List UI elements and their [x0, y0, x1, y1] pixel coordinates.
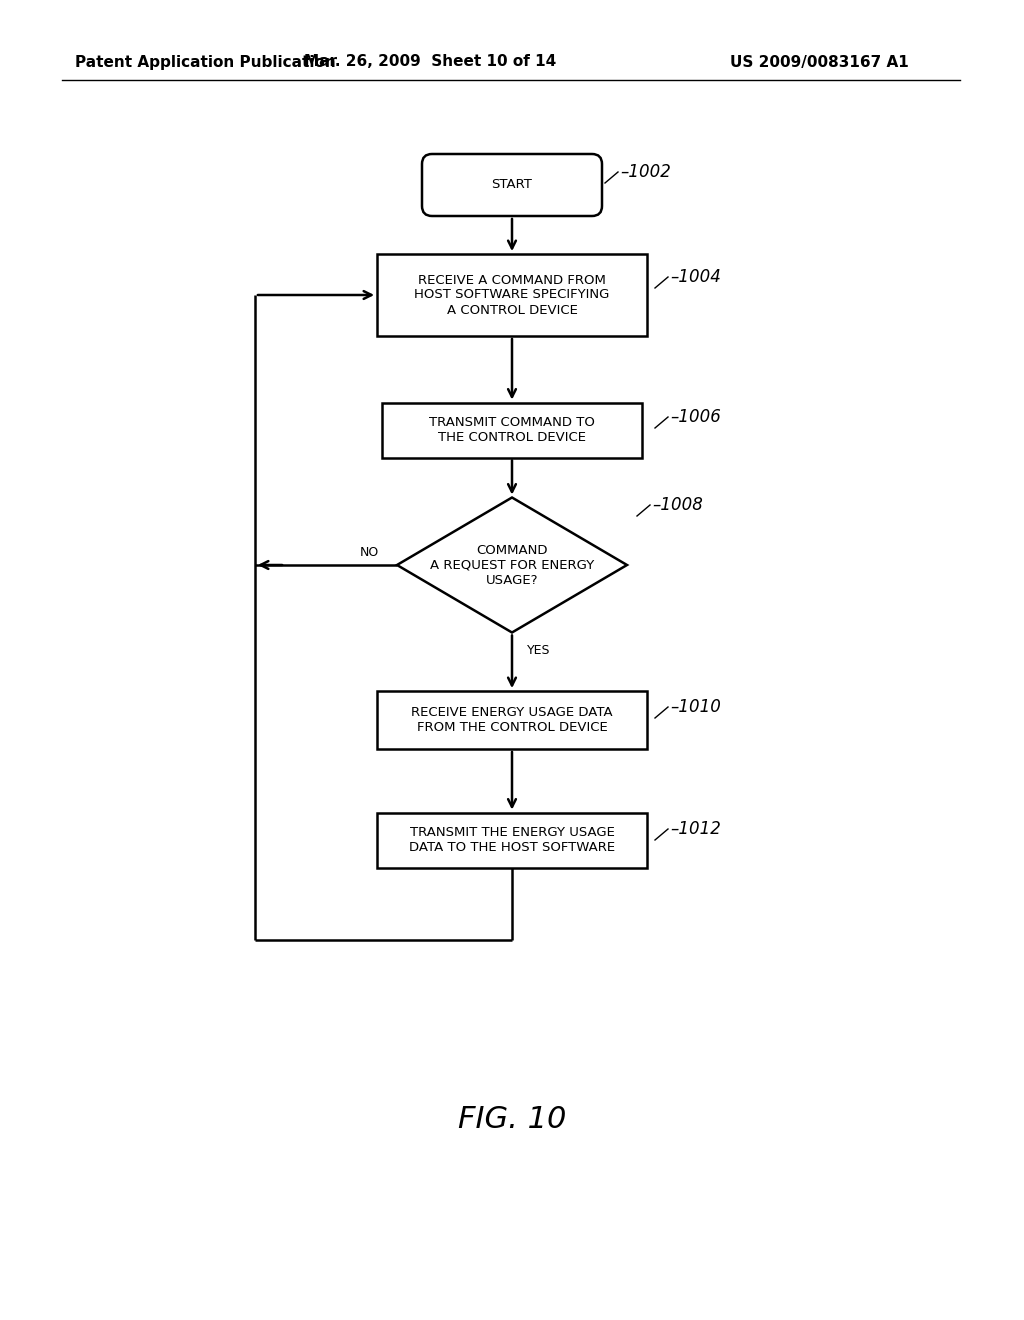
Bar: [382, 403, 642, 458]
Text: US 2009/0083167 A1: US 2009/0083167 A1: [730, 54, 908, 70]
Text: RECEIVE A COMMAND FROM
HOST SOFTWARE SPECIFYING
A CONTROL DEVICE: RECEIVE A COMMAND FROM HOST SOFTWARE SPE…: [415, 273, 609, 317]
Text: –1012: –1012: [670, 820, 721, 838]
Text: –1006: –1006: [670, 408, 721, 426]
Text: NO: NO: [359, 546, 379, 560]
Text: YES: YES: [527, 644, 551, 657]
Polygon shape: [397, 498, 627, 632]
FancyBboxPatch shape: [422, 154, 602, 216]
Text: –1002: –1002: [620, 162, 671, 181]
Text: START: START: [492, 178, 532, 191]
Text: Patent Application Publication: Patent Application Publication: [75, 54, 336, 70]
Text: FIG. 10: FIG. 10: [458, 1106, 566, 1134]
Text: COMMAND
A REQUEST FOR ENERGY
USAGE?: COMMAND A REQUEST FOR ENERGY USAGE?: [430, 544, 594, 586]
Text: –1010: –1010: [670, 698, 721, 715]
Bar: [377, 253, 647, 337]
Text: –1008: –1008: [652, 496, 702, 513]
Text: RECEIVE ENERGY USAGE DATA
FROM THE CONTROL DEVICE: RECEIVE ENERGY USAGE DATA FROM THE CONTR…: [412, 706, 612, 734]
Text: TRANSMIT THE ENERGY USAGE
DATA TO THE HOST SOFTWARE: TRANSMIT THE ENERGY USAGE DATA TO THE HO…: [409, 826, 615, 854]
Text: –1004: –1004: [670, 268, 721, 286]
Text: TRANSMIT COMMAND TO
THE CONTROL DEVICE: TRANSMIT COMMAND TO THE CONTROL DEVICE: [429, 416, 595, 444]
Bar: [377, 690, 647, 748]
Text: Mar. 26, 2009  Sheet 10 of 14: Mar. 26, 2009 Sheet 10 of 14: [304, 54, 556, 70]
Bar: [377, 813, 647, 867]
